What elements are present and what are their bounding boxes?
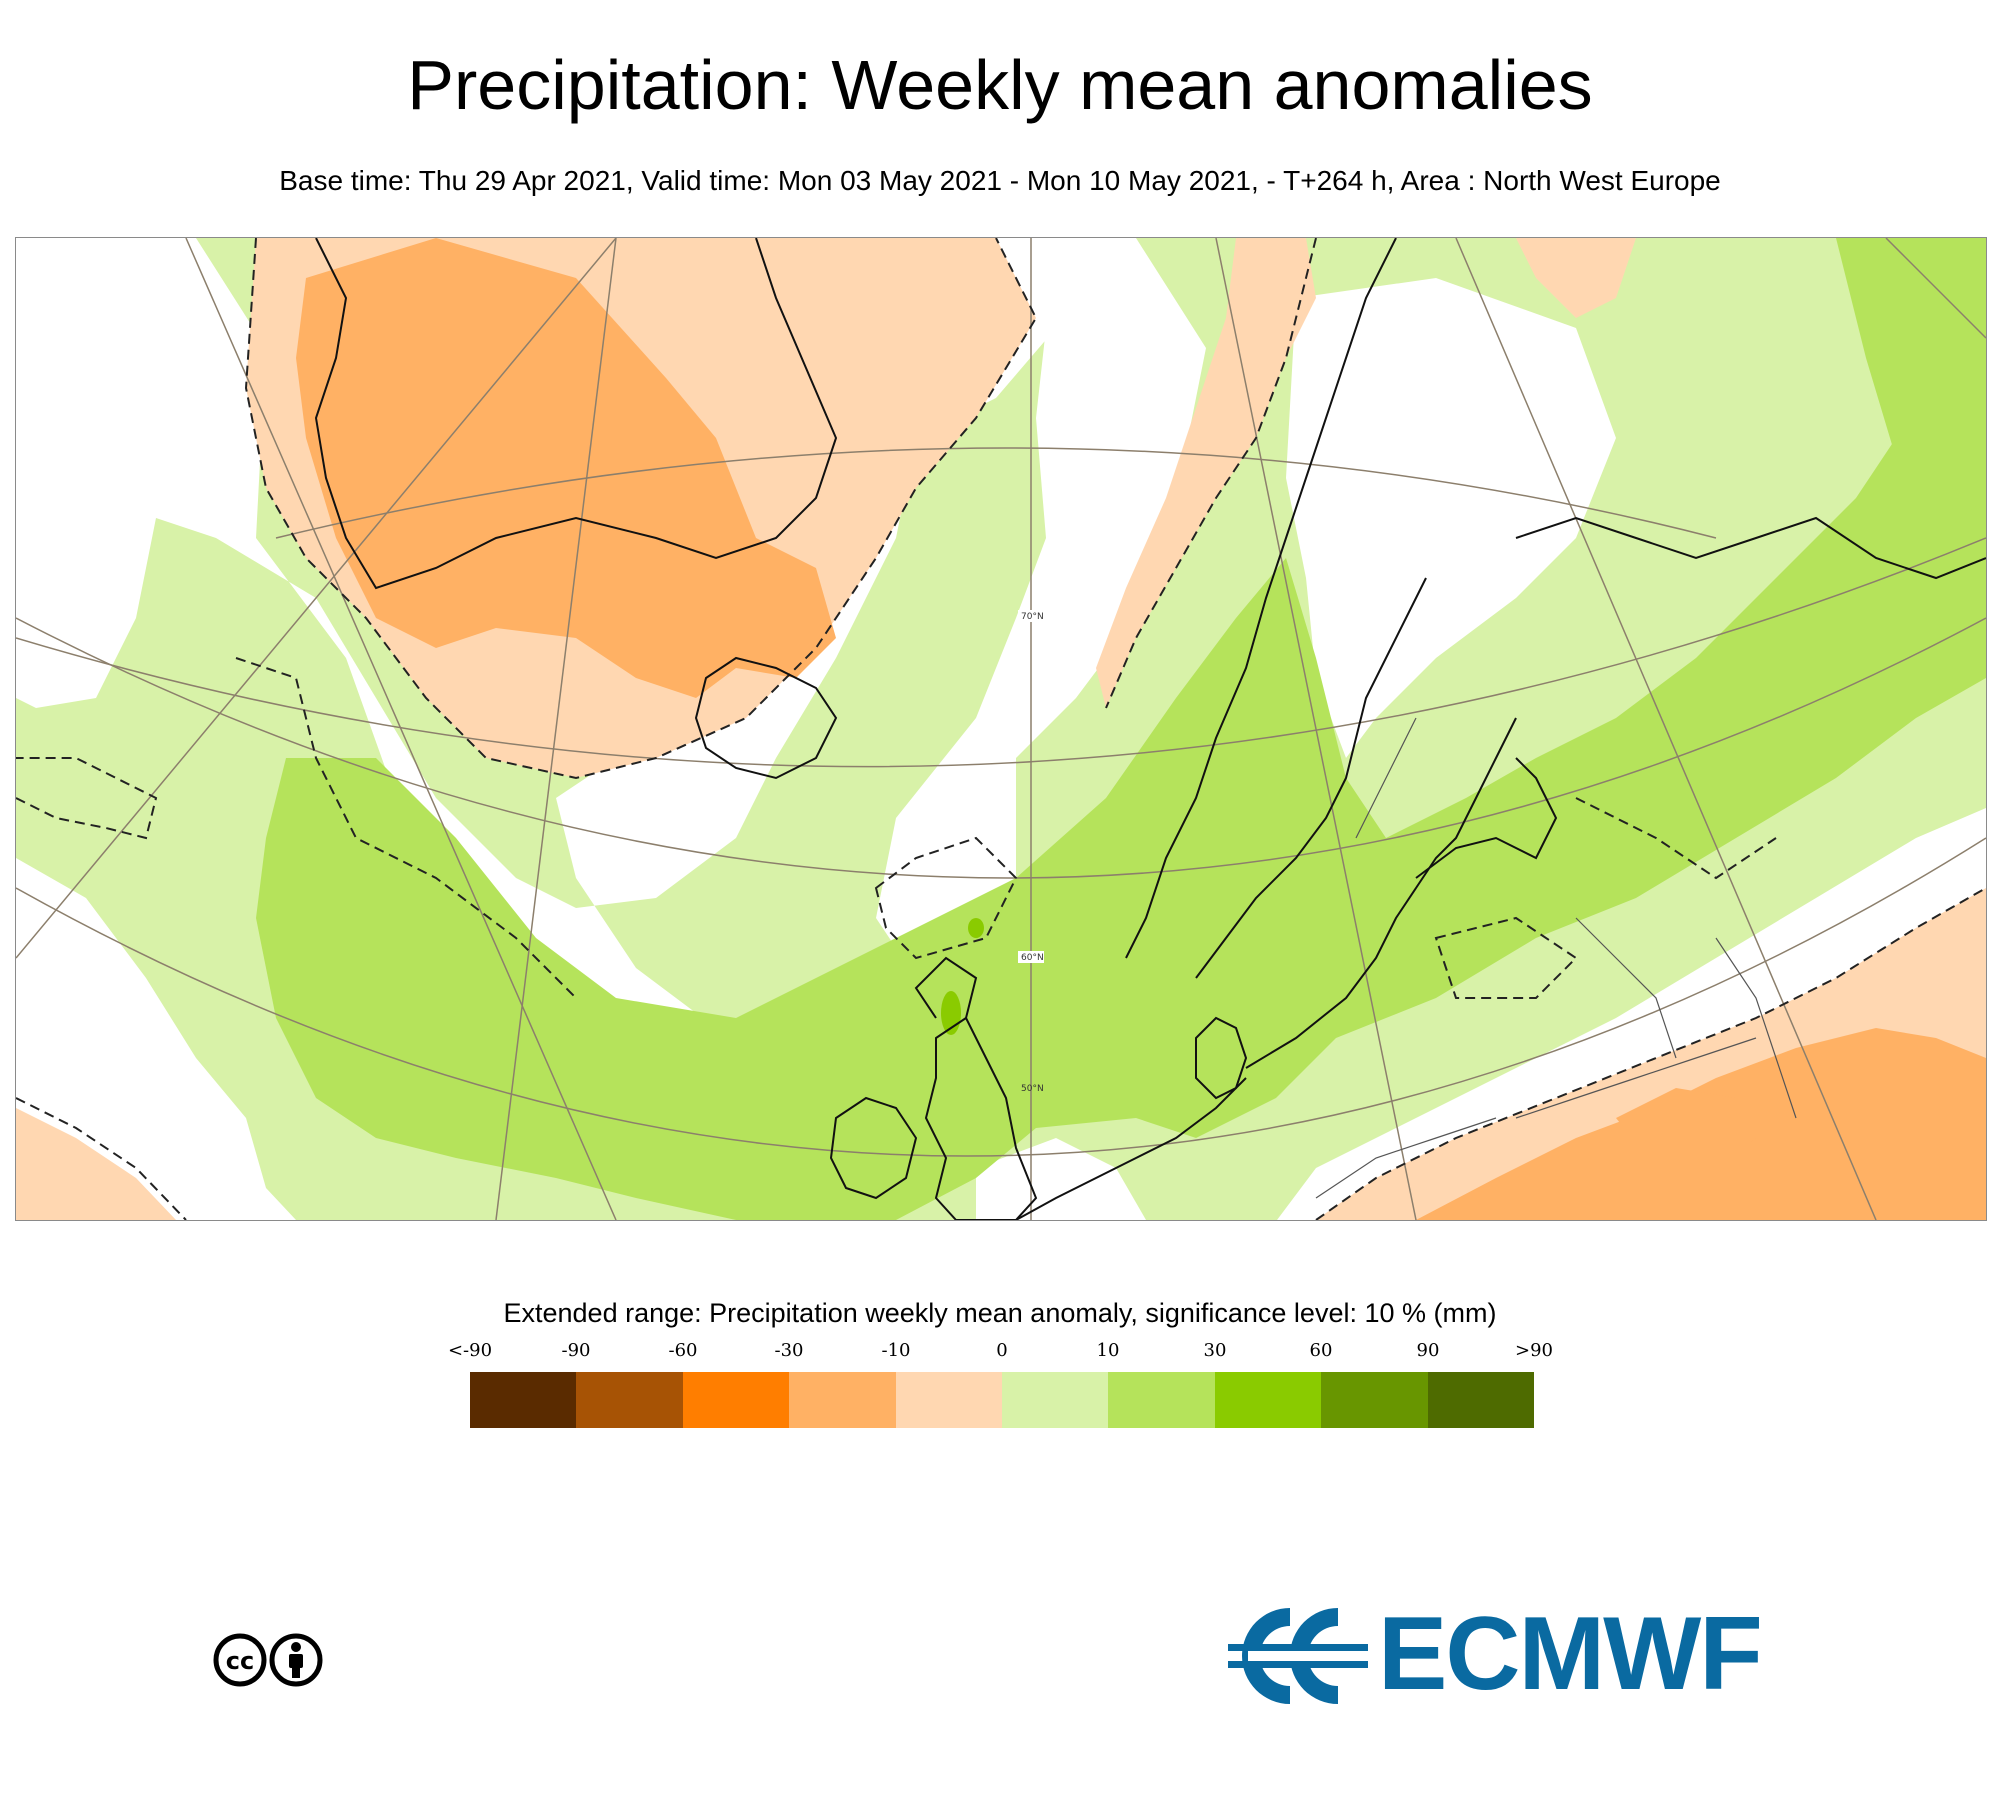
legend-swatch	[1321, 1372, 1428, 1428]
lat-label-50: 50°N	[1021, 1084, 1044, 1094]
legend-swatch	[895, 1372, 1003, 1428]
anomaly-map[interactable]: 70°N 60°N 50°N	[15, 237, 1987, 1221]
legend-swatch	[1214, 1372, 1322, 1428]
orange-light-sw-corner	[16, 1108, 176, 1220]
coast-norway	[1125, 238, 1397, 959]
coast-barents	[1515, 516, 1986, 580]
legend-color-bar	[470, 1372, 1535, 1428]
coastlines	[314, 238, 1986, 1220]
parallel-60	[16, 537, 1986, 768]
legend-tick: -30	[774, 1340, 804, 1361]
meridian-40e	[1455, 238, 1877, 1220]
legend-title: Extended range: Precipitation weekly mea…	[503, 1298, 1497, 1328]
white-region-southwest	[16, 858, 296, 1220]
coast-denmark	[1195, 1016, 1248, 1100]
legend-swatch	[789, 1372, 896, 1428]
latitude-labels: 70°N 60°N 50°N	[1018, 610, 1044, 1094]
ecmwf-logo-icon[interactable]	[1228, 1604, 1798, 1708]
legend-swatch	[470, 1372, 577, 1428]
orange-dark-greenland	[296, 238, 836, 698]
legend-swatch	[682, 1372, 790, 1428]
legend-tick: <-90	[447, 1340, 493, 1361]
legend-tick: 90	[1416, 1340, 1440, 1361]
parallel-60-arc	[16, 617, 1986, 879]
ecmwf-wordmark: ECMWF	[1378, 1596, 1763, 1712]
green-region-atlantic-uk	[256, 358, 1986, 1220]
lat-label-60: 60°N	[1021, 953, 1044, 963]
legend-tick: 60	[1309, 1340, 1333, 1361]
parallel-70	[275, 447, 1717, 539]
coast-iceland	[694, 656, 838, 780]
white-region-central-europe	[1277, 808, 1986, 1220]
legend-tick: >90	[1515, 1340, 1553, 1361]
lat-label-70: 70°N	[1021, 612, 1044, 622]
white-region-scandinavia-north	[1286, 278, 1616, 758]
white-region-iberia	[976, 1138, 1146, 1220]
meridian-20e	[1215, 238, 1417, 1220]
meridian-40w	[185, 238, 617, 1220]
legend-swatch	[576, 1372, 683, 1428]
coast-baltic	[1245, 717, 1517, 1069]
legend-tick: -60	[668, 1340, 698, 1361]
graticule	[16, 238, 1986, 1220]
significance-contours	[16, 238, 1986, 1220]
map-canvas: 70°N 60°N 50°N	[16, 238, 1986, 1220]
green-region-north-scandinavia	[1836, 238, 1986, 538]
coast-ireland	[829, 1096, 918, 1200]
coast-scotland-north	[914, 956, 978, 1019]
strong-green-wales-2	[968, 918, 984, 938]
legend-swatch	[1427, 1372, 1535, 1428]
legend-tick: 10	[1096, 1340, 1120, 1361]
page-subtitle: Base time: Thu 29 Apr 2021, Valid time: …	[279, 165, 1721, 196]
coast-britain	[924, 1016, 1038, 1220]
white-region-norwegian-sea	[876, 238, 1206, 978]
page-title: Precipitation: Weekly mean anomalies	[407, 46, 1593, 124]
meridian-60w	[16, 238, 617, 959]
orange-light-norway-coast	[1096, 238, 1316, 708]
coast-finland	[1415, 757, 1558, 879]
meridian-60e	[1885, 238, 1986, 339]
legend-tick: 0	[996, 1340, 1008, 1361]
legend-tick: -10	[881, 1340, 911, 1361]
svg-text:cc: cc	[226, 1647, 254, 1675]
legend-swatch	[1002, 1372, 1109, 1428]
borders	[1315, 717, 1797, 1199]
orange-dark-balkans	[1616, 1088, 1756, 1168]
parallel-50	[16, 837, 1986, 1157]
legend-swatch	[1108, 1372, 1215, 1428]
legend-ticks: <-90 -90 -60 -30 -10 0 10 30 60 90 >90	[448, 1340, 1553, 1364]
cc-by-icon[interactable]: cc	[212, 1632, 324, 1688]
legend-tick: -90	[561, 1340, 591, 1361]
orange-light-ne-corner	[1516, 238, 1636, 318]
coast-sweden	[1195, 577, 1427, 979]
coast-continent	[1015, 1077, 1247, 1220]
meridian-20w	[495, 238, 617, 1220]
coast-greenland	[314, 238, 838, 590]
legend-tick: 30	[1203, 1340, 1227, 1361]
